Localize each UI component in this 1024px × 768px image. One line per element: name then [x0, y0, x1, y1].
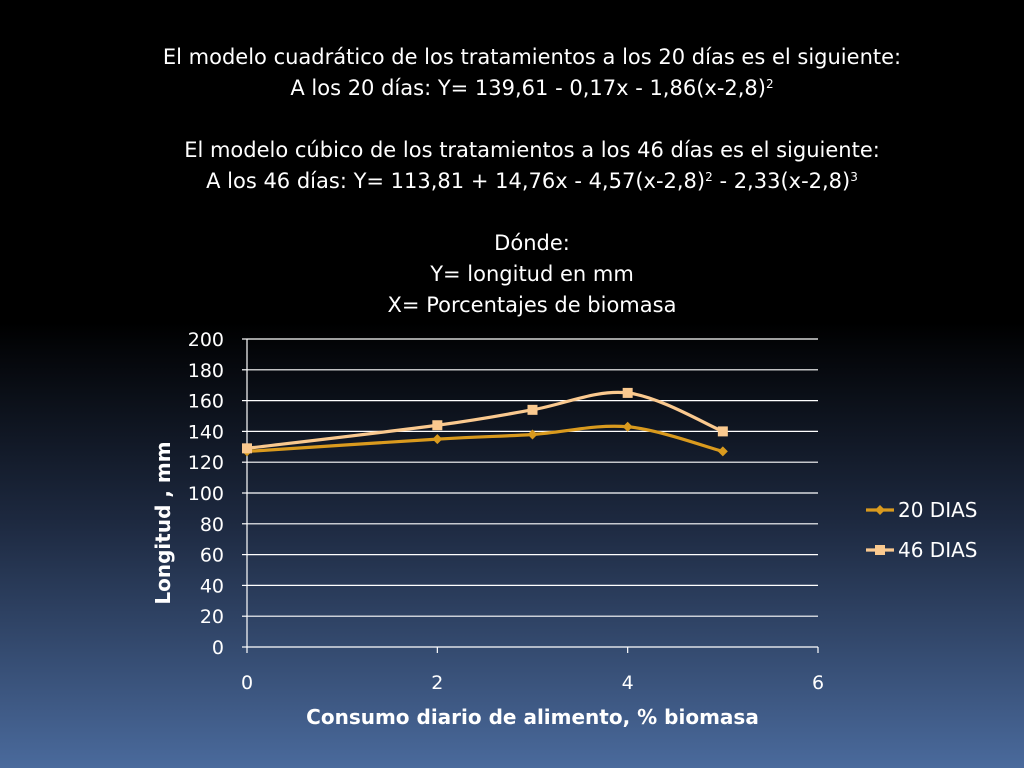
- equation-46-dias: A los 46 días: Y= 113,81 + 14,76x - 4,57…: [0, 166, 1024, 197]
- legend-label-0: 20 DIAS: [898, 498, 977, 522]
- y-tick-label-0: 0: [212, 637, 224, 659]
- legend-marker-1: [875, 545, 885, 555]
- x-tick-label-4: 4: [622, 672, 634, 694]
- y-axis-title: Longitud , mm: [151, 441, 175, 604]
- y-tick-label-100: 100: [188, 483, 224, 505]
- y-tick-label-20: 20: [200, 606, 224, 628]
- equation-46-dias-text-a: A los 46 días: Y= 113,81 + 14,76x - 4,57…: [206, 169, 706, 193]
- y-tick-label-160: 160: [188, 391, 224, 413]
- series-1: [242, 387, 728, 454]
- axes: [242, 338, 819, 653]
- exponent-20-dias: 2: [766, 77, 774, 91]
- y-tick-label-60: 60: [200, 545, 224, 567]
- legend: 20 DIAS 46 DIAS: [866, 498, 977, 562]
- exponent-46-dias-a: 2: [705, 170, 713, 184]
- x-tick-label-0: 0: [241, 672, 253, 694]
- series-0: [242, 421, 728, 457]
- data-point-1-1: [432, 420, 443, 431]
- title-line-2: El modelo cúbico de los tratamientos a l…: [184, 138, 880, 162]
- y-tick-label-80: 80: [200, 514, 224, 536]
- y-tick-label-40: 40: [200, 575, 224, 597]
- data-point-0-2: [527, 429, 538, 440]
- x-tick-label-6: 6: [812, 672, 824, 694]
- data-point-1-4: [717, 426, 728, 437]
- x-tick-label-2: 2: [431, 672, 443, 694]
- data-point-1-3: [622, 387, 633, 398]
- donde-label: Dónde:: [494, 231, 570, 255]
- tick-labels: 0 20 40 60 80 100 120 140 160 180 200 0 2 4 6: [188, 329, 824, 694]
- grid-lines: [247, 338, 818, 617]
- x-definition: X= Porcentajes de biomasa: [387, 293, 677, 317]
- legend-item-1: 46 DIAS: [866, 538, 977, 562]
- equation-46-dias-text-b: - 2,33(x-2,8): [712, 169, 851, 193]
- data-point-1-2: [527, 404, 538, 415]
- data-point-0-1: [432, 434, 443, 445]
- series-group: [242, 387, 728, 457]
- data-point-1-0: [242, 443, 252, 454]
- legend-marker-0: [875, 505, 885, 515]
- x-axis-title: Consumo diario de alimento, % biomasa: [306, 705, 759, 729]
- y-tick-label-200: 200: [188, 329, 224, 351]
- data-point-0-3: [622, 421, 633, 432]
- y-definition: Y= longitud en mm: [430, 262, 634, 286]
- legend-item-0: 20 DIAS: [866, 498, 977, 522]
- y-tick-label-120: 120: [188, 452, 224, 474]
- series-line-0: [246, 424, 724, 454]
- equation-20-dias-text: A los 20 días: Y= 139,61 - 0,17x - 1,86(…: [290, 76, 766, 100]
- data-point-0-4: [717, 446, 728, 457]
- slide-text: El modelo cuadrático de los tratamientos…: [0, 42, 1024, 321]
- legend-label-1: 46 DIAS: [898, 538, 977, 562]
- exponent-46-dias-b: 3: [850, 170, 858, 184]
- title-line-1: El modelo cuadrático de los tratamientos…: [162, 45, 902, 69]
- y-tick-label-180: 180: [188, 360, 224, 382]
- equation-20-dias: A los 20 días: Y= 139,61 - 0,17x - 1,86(…: [0, 73, 1024, 104]
- y-tick-label-140: 140: [188, 421, 224, 443]
